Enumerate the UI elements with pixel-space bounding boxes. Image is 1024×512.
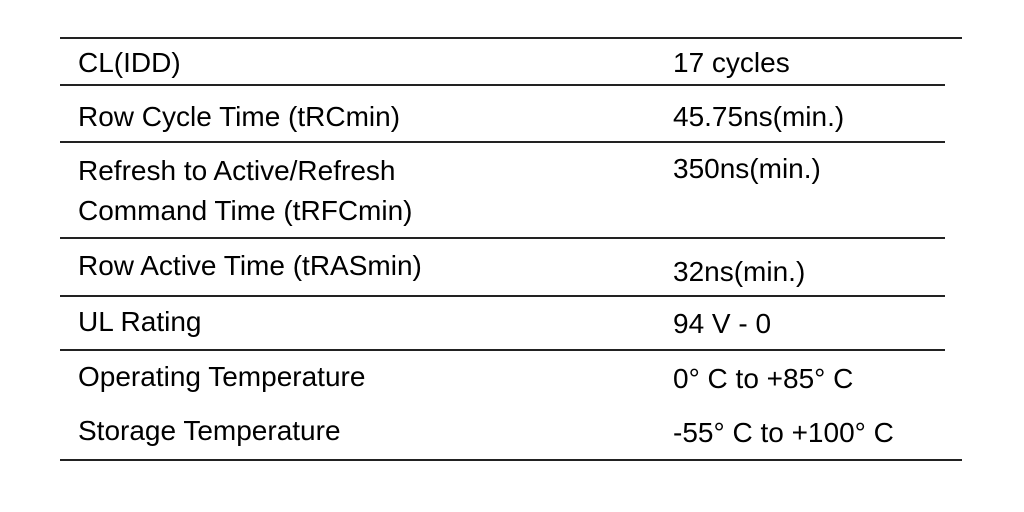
row-value: 45.75ns(min.) <box>673 101 845 132</box>
row-rule <box>60 295 945 297</box>
row-label: Row Cycle Time (tRCmin) <box>78 101 401 132</box>
row-label: UL Rating <box>78 306 202 337</box>
row-label: Refresh to Active/Refresh Command Time (… <box>78 155 413 226</box>
row-value: -55° C to +100° C <box>673 417 894 448</box>
row-value: 350ns(min.) <box>673 153 821 184</box>
row-label: CL(IDD) <box>78 47 181 78</box>
row-value: 32ns(min.) <box>673 256 806 287</box>
row-value: 94 V - 0 <box>673 308 772 339</box>
row-rule <box>60 141 945 143</box>
table-top-rule <box>60 37 962 39</box>
row-label: Operating Temperature <box>78 361 366 392</box>
row-label: Row Active Time (tRASmin) <box>78 250 422 281</box>
row-rule <box>60 349 945 351</box>
row-value: 0° C to +85° C <box>673 363 854 394</box>
row-rule <box>60 237 945 239</box>
row-rule <box>60 84 945 86</box>
row-value: 17 cycles <box>673 47 790 78</box>
row-label: Storage Temperature <box>78 415 341 446</box>
table-bottom-rule <box>60 459 962 461</box>
